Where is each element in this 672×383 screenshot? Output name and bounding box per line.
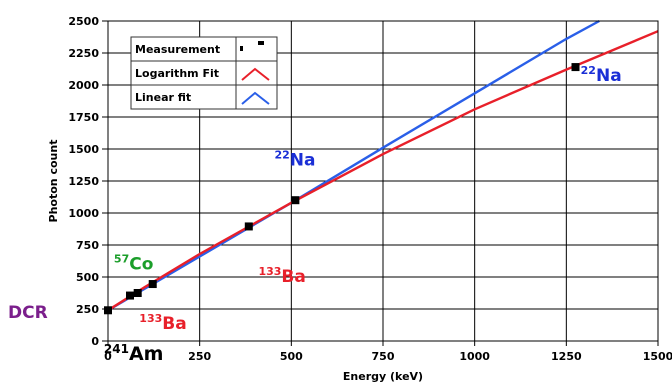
x-tick-label: 1250 (551, 350, 582, 363)
legend-marker-measurement (240, 46, 243, 51)
y-tick-label: 2500 (68, 15, 99, 28)
measurement-point (244, 222, 253, 231)
isotope-label-ba: 133Ba (258, 265, 305, 287)
y-tick-label: 2000 (68, 79, 99, 92)
measurement-point (291, 196, 300, 205)
dcr-label: DCR (8, 303, 48, 323)
x-tick-label: 0 (104, 350, 112, 363)
isotope-label-am: 241Am (104, 342, 164, 365)
measurement-point (571, 63, 580, 72)
y-tick-label: 1500 (68, 143, 99, 156)
x-tick-label: 500 (280, 350, 303, 363)
x-axis-label: Energy (keV) (343, 370, 423, 383)
legend-label-linear-fit: Linear fit (135, 91, 191, 104)
legend-marker-measurement (258, 41, 264, 45)
y-tick-label: 750 (76, 239, 99, 252)
legend-label-logarithm-fit: Logarithm Fit (135, 67, 219, 80)
y-tick-label: 500 (76, 271, 99, 284)
measurement-point (133, 289, 142, 297)
legend-box (130, 36, 278, 110)
y-tick-label: 1750 (68, 111, 99, 124)
y-tick-label: 0 (91, 335, 99, 348)
isotope-label-na: 22Na (274, 149, 315, 171)
x-tick-label: 250 (188, 350, 211, 363)
isotope-label-ba: 133Ba (139, 312, 186, 334)
y-axis-ticks: 0 250 500 750 1000 1250 1500 1750 2000 2250 2500 (68, 15, 108, 348)
isotope-annotations: 22Na 22Na 133Ba 57Co 133Ba 241Am (104, 64, 622, 365)
linear-fit-line (107, 19, 600, 312)
y-tick-label: 1250 (68, 175, 99, 188)
x-tick-label: 1500 (643, 350, 672, 363)
isotope-label-co: 57Co (114, 252, 153, 274)
y-tick-label: 1000 (68, 207, 99, 220)
measurement-point (126, 291, 134, 300)
y-tick-label: 250 (76, 303, 99, 316)
isotope-label-na: 22Na (581, 64, 622, 86)
x-axis-ticks: 0 250 500 750 1000 1250 1500 (104, 341, 672, 363)
x-tick-label: 1000 (459, 350, 490, 363)
legend: Measurement Logarithm Fit Linear fit (130, 36, 278, 110)
y-tick-label: 2250 (68, 47, 99, 60)
legend-marker-linear-fit (241, 91, 270, 105)
y-axis-label: Photon count (47, 140, 60, 223)
legend-label-measurement: Measurement (135, 43, 220, 56)
legend-marker-logarithm-fit (241, 67, 270, 81)
x-tick-label: 750 (372, 350, 395, 363)
measurement-point (148, 280, 157, 289)
